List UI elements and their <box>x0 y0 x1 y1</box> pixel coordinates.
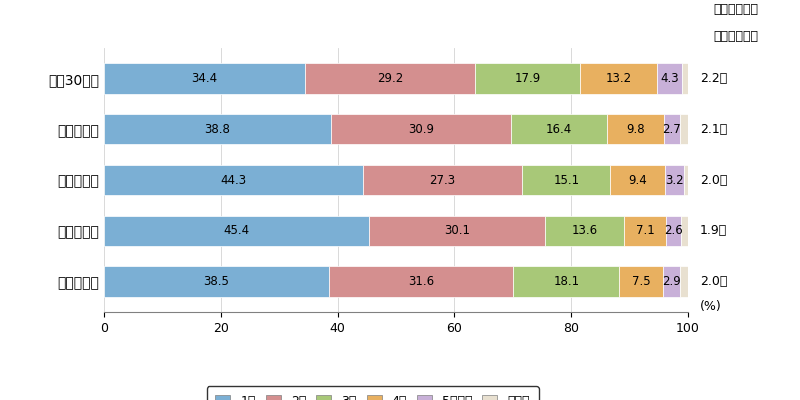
Text: 31.6: 31.6 <box>408 275 434 288</box>
Text: 2.0人: 2.0人 <box>700 275 727 288</box>
Text: 2.6: 2.6 <box>664 224 682 237</box>
Text: 38.8: 38.8 <box>204 123 230 136</box>
Text: 44.3: 44.3 <box>220 174 246 186</box>
Text: 2.0人: 2.0人 <box>700 174 727 186</box>
Bar <box>624 216 666 246</box>
Text: 13.6: 13.6 <box>571 224 598 237</box>
Bar <box>680 266 688 297</box>
Bar <box>362 165 522 195</box>
Text: 9.8: 9.8 <box>626 123 645 136</box>
Bar <box>330 114 511 144</box>
Bar <box>514 266 619 297</box>
Text: 2.2人: 2.2人 <box>700 72 727 85</box>
Legend: 1人, 2人, 3人, 4人, 5人以上, 無回答: 1人, 2人, 3人, 4人, 5人以上, 無回答 <box>206 386 538 400</box>
Bar <box>305 63 475 94</box>
Text: 45.4: 45.4 <box>223 224 250 237</box>
Text: 9.4: 9.4 <box>629 174 647 186</box>
Bar <box>329 266 514 297</box>
Text: １世帯あたり: １世帯あたり <box>713 3 758 16</box>
Text: 7.1: 7.1 <box>636 224 654 237</box>
Bar <box>681 216 688 246</box>
Bar <box>663 266 680 297</box>
Text: 4.3: 4.3 <box>660 72 679 85</box>
Text: 2.9: 2.9 <box>662 275 681 288</box>
Text: 18.1: 18.1 <box>553 275 579 288</box>
Text: 27.3: 27.3 <box>430 174 455 186</box>
Bar <box>619 266 663 297</box>
Bar <box>104 266 329 297</box>
Bar <box>664 114 680 144</box>
Text: 7.5: 7.5 <box>632 275 650 288</box>
Bar <box>682 63 688 94</box>
Bar <box>684 165 688 195</box>
Text: 34.4: 34.4 <box>191 72 218 85</box>
Text: 平均居住人数: 平均居住人数 <box>713 30 758 43</box>
Bar <box>666 216 681 246</box>
Text: 38.5: 38.5 <box>203 275 230 288</box>
Text: 3.2: 3.2 <box>666 174 684 186</box>
Bar <box>104 165 362 195</box>
Bar <box>104 63 305 94</box>
Text: 30.9: 30.9 <box>408 123 434 136</box>
Text: 2.1人: 2.1人 <box>700 123 727 136</box>
Bar <box>369 216 545 246</box>
Bar <box>657 63 682 94</box>
Text: 1.9人: 1.9人 <box>700 224 727 237</box>
Bar <box>666 165 684 195</box>
Text: 13.2: 13.2 <box>606 72 631 85</box>
Text: 30.1: 30.1 <box>444 224 470 237</box>
Bar <box>475 63 580 94</box>
Text: 29.2: 29.2 <box>377 72 403 85</box>
Bar <box>104 216 369 246</box>
Bar <box>607 114 664 144</box>
Bar <box>580 63 657 94</box>
Text: 16.4: 16.4 <box>546 123 572 136</box>
Text: 17.9: 17.9 <box>514 72 541 85</box>
Bar <box>104 114 330 144</box>
Bar <box>545 216 624 246</box>
Text: (%): (%) <box>700 300 722 314</box>
Bar <box>511 114 607 144</box>
Text: 2.7: 2.7 <box>662 123 682 136</box>
Bar <box>522 165 610 195</box>
Text: 15.1: 15.1 <box>553 174 579 186</box>
Bar <box>610 165 666 195</box>
Bar <box>680 114 688 144</box>
